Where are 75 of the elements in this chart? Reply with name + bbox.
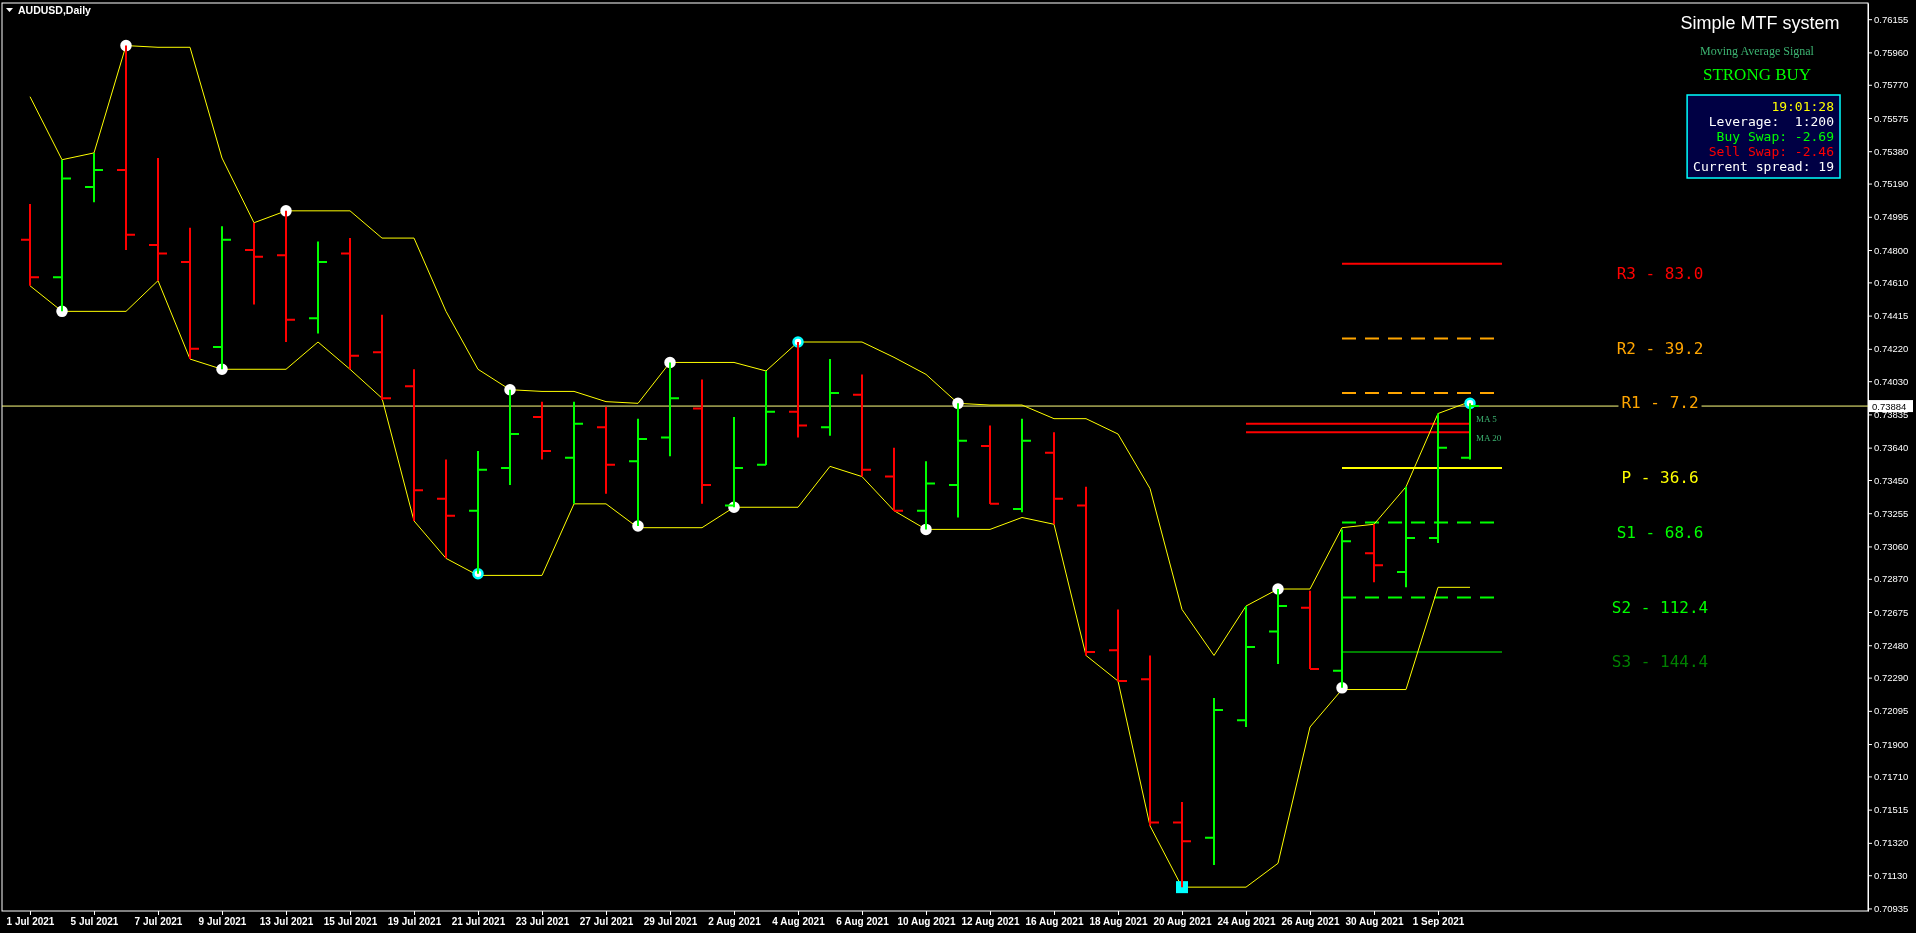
ref-line-label: S2 - 112.4 xyxy=(1611,597,1709,617)
candlestick xyxy=(85,151,103,204)
ref-line-label: MA 20 xyxy=(1476,433,1502,444)
y-tick-label: 0.71900 xyxy=(1874,738,1909,750)
y-tick-label: 0.74800 xyxy=(1874,244,1909,256)
y-tick-label: 0.73255 xyxy=(1874,507,1909,519)
y-tick-label: 0.70935 xyxy=(1874,902,1909,914)
x-tick-label: 10 Aug 2021 xyxy=(897,916,956,928)
y-tick-label: 0.73640 xyxy=(1874,442,1909,454)
x-tick-label: 4 Aug 2021 xyxy=(772,916,826,928)
chart-title: AUDUSD,Daily xyxy=(18,4,92,16)
y-tick-label: 0.75190 xyxy=(1874,178,1909,190)
x-tick-label: 23 Jul 2021 xyxy=(515,916,570,928)
text: Moving Average Signal xyxy=(1700,44,1815,58)
x-tick-label: 1 Jul 2021 xyxy=(6,916,55,928)
x-tick-label: 15 Jul 2021 xyxy=(323,916,378,928)
x-tick-label: 12 Aug 2021 xyxy=(961,916,1020,928)
x-tick-label: 19 Jul 2021 xyxy=(387,916,442,928)
y-tick-label: 0.74415 xyxy=(1874,310,1909,322)
y-tick-label: 0.75380 xyxy=(1874,145,1909,157)
y-tick-label: 0.74610 xyxy=(1874,276,1909,288)
y-tick-label: 0.73060 xyxy=(1874,540,1909,552)
y-tick-label: 0.75575 xyxy=(1874,112,1909,124)
x-tick-label: 6 Aug 2021 xyxy=(836,916,890,928)
ref-line-label: 0.73884 xyxy=(1872,401,1907,413)
y-tick-label: 0.72870 xyxy=(1874,573,1909,585)
text: Leverage: 1:200 xyxy=(1708,114,1834,129)
x-tick-label: 7 Jul 2021 xyxy=(134,916,183,928)
y-tick-label: 0.72480 xyxy=(1874,639,1909,651)
x-tick-label: 18 Aug 2021 xyxy=(1089,916,1148,928)
ref-line-label: R1 - 7.2 xyxy=(1621,393,1699,413)
y-tick-label: 0.71515 xyxy=(1874,804,1909,816)
x-tick-label: 2 Aug 2021 xyxy=(708,916,762,928)
y-tick-label: 0.72290 xyxy=(1874,672,1909,684)
x-tick-label: 20 Aug 2021 xyxy=(1153,916,1212,928)
x-tick-label: 13 Jul 2021 xyxy=(259,916,314,928)
y-tick-label: 0.75770 xyxy=(1874,79,1909,91)
candlestick xyxy=(245,221,263,306)
x-tick-label: 5 Jul 2021 xyxy=(70,916,119,928)
y-tick-label: 0.74220 xyxy=(1874,343,1909,355)
y-tick-label: 0.71710 xyxy=(1874,770,1909,782)
y-tick-label: 0.71130 xyxy=(1874,869,1908,881)
text: Simple MTF system xyxy=(1680,13,1840,33)
text: STRONG BUY xyxy=(1702,65,1812,84)
y-tick-label: 0.72095 xyxy=(1874,705,1909,717)
x-tick-label: 21 Jul 2021 xyxy=(451,916,506,928)
ref-line-label: S3 - 144.4 xyxy=(1611,652,1709,672)
x-tick-label: 24 Aug 2021 xyxy=(1217,916,1276,928)
y-tick-label: 0.71320 xyxy=(1874,837,1909,849)
x-tick-label: 29 Jul 2021 xyxy=(643,916,698,928)
y-tick-label: 0.72675 xyxy=(1874,606,1909,618)
text: 19:01:28 xyxy=(1771,99,1834,114)
text: Sell Swap: -2.46 xyxy=(1708,144,1834,159)
ref-line-label: R2 - 39.2 xyxy=(1616,338,1704,358)
text: Current spread: 19 xyxy=(1693,159,1834,174)
y-tick-label: 0.75960 xyxy=(1874,46,1909,58)
text: Buy Swap: -2.69 xyxy=(1716,129,1834,144)
ref-line-label: MA 5 xyxy=(1476,413,1498,424)
ref-line-label: S1 - 68.6 xyxy=(1616,522,1704,542)
candlestick xyxy=(437,458,455,560)
candlestick xyxy=(149,157,167,282)
y-tick-label: 0.73450 xyxy=(1874,474,1909,486)
ref-line-label: R3 - 83.0 xyxy=(1616,263,1704,283)
x-tick-label: 9 Jul 2021 xyxy=(198,916,247,928)
y-tick-label: 0.74995 xyxy=(1874,211,1909,223)
y-tick-label: 0.74030 xyxy=(1874,375,1909,387)
point xyxy=(1176,881,1188,894)
ref-line-label: P - 36.6 xyxy=(1621,468,1699,488)
y-tick-label: 0.76155 xyxy=(1874,13,1909,25)
x-tick-label: 16 Aug 2021 xyxy=(1025,916,1084,928)
x-tick-label: 1 Sep 2021 xyxy=(1412,916,1465,928)
x-tick-label: 27 Jul 2021 xyxy=(579,916,634,928)
candlestick xyxy=(1365,523,1383,584)
x-tick-label: 26 Aug 2021 xyxy=(1281,916,1340,928)
x-tick-label: 30 Aug 2021 xyxy=(1345,916,1404,928)
